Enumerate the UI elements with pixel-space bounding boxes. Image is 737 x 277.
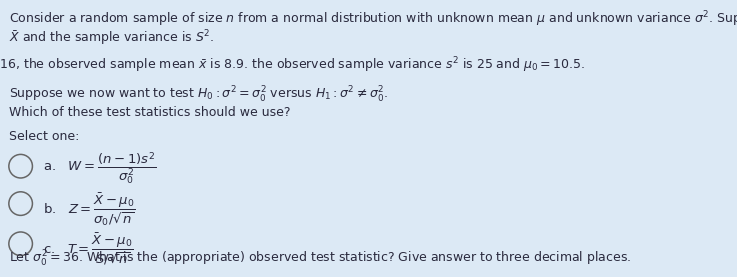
Text: Consider a random sample of size $n$ from a normal distribution with unknown mea: Consider a random sample of size $n$ fro…	[9, 10, 737, 29]
Text: c.   $T = \dfrac{\bar{X}-\mu_0}{S/\sqrt{n}}$: c. $T = \dfrac{\bar{X}-\mu_0}{S/\sqrt{n}…	[43, 231, 133, 267]
Text: $n = 16$, the observed sample mean $\bar{x}$ is 8.9. the observed sample varianc: $n = 16$, the observed sample mean $\bar…	[0, 55, 584, 75]
Text: a.   $W = \dfrac{(n-1)s^2}{\sigma_0^2}$: a. $W = \dfrac{(n-1)s^2}{\sigma_0^2}$	[43, 151, 156, 187]
Text: Let $\sigma_0^2 = 36$. What is the (appropriate) observed test statistic? Give a: Let $\sigma_0^2 = 36$. What is the (appr…	[9, 249, 631, 269]
Text: $\bar{X}$ and the sample variance is $S^2$.: $\bar{X}$ and the sample variance is $S^…	[9, 29, 214, 48]
Text: Select one:: Select one:	[9, 130, 79, 143]
Text: Suppose we now want to test $H_0 : \sigma^2 = \sigma_0^2$ versus $H_1 : \sigma^2: Suppose we now want to test $H_0 : \sigm…	[9, 84, 388, 105]
Text: Which of these test statistics should we use?: Which of these test statistics should we…	[9, 106, 290, 119]
Text: b.   $Z = \dfrac{\bar{X}-\mu_0}{\sigma_0/\sqrt{n}}$: b. $Z = \dfrac{\bar{X}-\mu_0}{\sigma_0/\…	[43, 191, 136, 228]
